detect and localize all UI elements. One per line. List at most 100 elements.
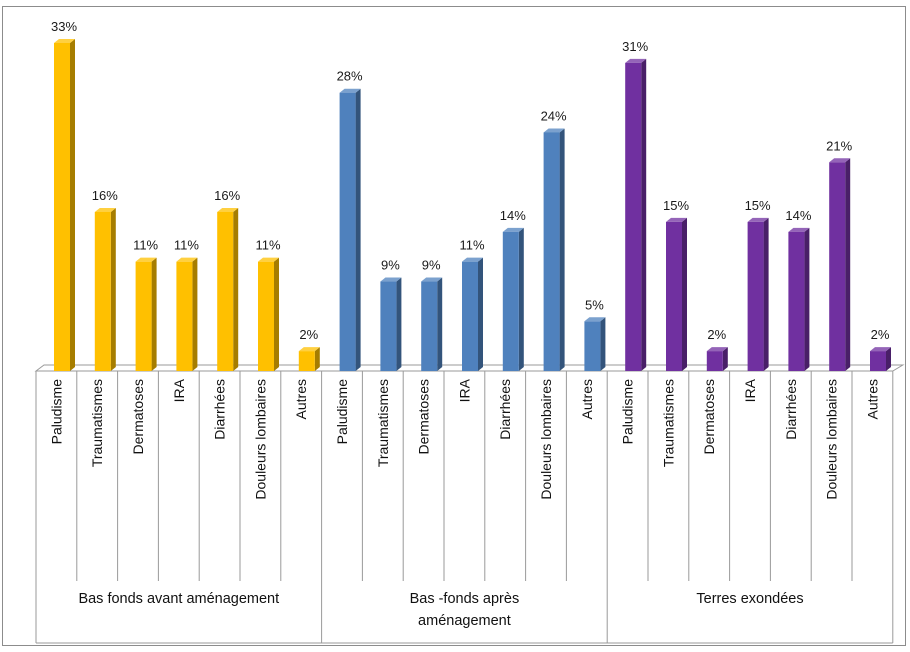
category-tick-label: Traumatismes xyxy=(375,379,391,467)
bar-top xyxy=(829,158,851,163)
data-label: 11% xyxy=(255,238,280,253)
bar-side xyxy=(396,277,402,371)
bar-top xyxy=(543,128,565,133)
bar xyxy=(54,43,70,371)
bar xyxy=(176,261,193,371)
bar xyxy=(747,221,764,371)
category-tick-label: Diarrhées xyxy=(497,379,513,440)
bar xyxy=(706,351,723,371)
bar-top xyxy=(339,88,361,93)
bar xyxy=(543,132,560,371)
category-tick-label: Paludisme xyxy=(334,379,350,445)
data-label: 14% xyxy=(500,208,526,223)
category-tick-label: Traumatismes xyxy=(660,379,676,467)
bar xyxy=(870,351,886,371)
bar xyxy=(584,321,601,371)
bar-chart: Bas fonds avant aménagement 33% Paludisme 1… xyxy=(34,19,905,644)
data-label: 5% xyxy=(585,297,604,312)
data-label: 11% xyxy=(459,238,484,253)
bar-top xyxy=(747,217,769,222)
bar xyxy=(339,92,356,372)
bar-side xyxy=(110,207,116,371)
bar-side xyxy=(886,347,891,371)
category-tick-label: Dermatoses xyxy=(130,379,146,454)
category-tick-label: IRA xyxy=(171,378,187,402)
bar xyxy=(788,231,805,371)
bar-side xyxy=(478,257,483,371)
data-label: 14% xyxy=(785,208,811,223)
bar-side xyxy=(804,227,810,371)
data-label: 16% xyxy=(214,188,240,203)
bar-top xyxy=(135,257,157,262)
data-label: 33% xyxy=(51,19,77,34)
bar-top xyxy=(380,277,402,282)
bar-top xyxy=(421,277,443,282)
category-tick-label: IRA xyxy=(742,378,758,402)
bar-top xyxy=(298,347,320,352)
bar xyxy=(462,261,478,371)
bar-side xyxy=(682,217,687,371)
category-tick-label: Dermatoses xyxy=(701,379,717,454)
data-label: 9% xyxy=(422,258,441,273)
group-label: Terres exondées xyxy=(696,591,803,607)
bar-side xyxy=(518,227,524,371)
bar-top xyxy=(217,207,239,212)
bar-side xyxy=(192,257,198,371)
bar-top xyxy=(94,207,116,212)
bar xyxy=(421,281,438,371)
category-tick-label: Douleurs lombaires xyxy=(824,379,840,500)
data-label: 11% xyxy=(133,238,158,253)
data-label: 28% xyxy=(337,69,363,84)
bar-top xyxy=(666,217,687,222)
group-label: Bas -fonds après aménagement xyxy=(410,591,520,629)
bar-top xyxy=(706,347,728,352)
category-tick-label: Autres xyxy=(864,379,880,419)
bar-top xyxy=(502,227,524,232)
bar-side xyxy=(274,257,279,371)
bar-side xyxy=(70,39,75,371)
category-tick-label: Diarrhées xyxy=(212,379,228,440)
category-tick-label: Autres xyxy=(293,379,309,419)
group-label: Bas fonds avant aménagement xyxy=(78,591,279,607)
bar-side xyxy=(722,347,728,371)
data-label: 2% xyxy=(299,327,318,342)
bar xyxy=(666,221,682,371)
data-label: 31% xyxy=(622,39,648,54)
bar-side xyxy=(641,58,647,372)
category-tick-label: Douleurs lombaires xyxy=(252,379,268,500)
category-tick-label: Douleurs lombaires xyxy=(538,379,554,500)
data-label: 21% xyxy=(826,138,852,153)
category-tick-label: IRA xyxy=(456,378,472,402)
bar-top xyxy=(584,317,606,322)
data-label: 2% xyxy=(707,327,726,342)
data-label: 11% xyxy=(174,238,199,253)
data-label: 24% xyxy=(541,108,567,123)
bar xyxy=(135,261,152,371)
bar xyxy=(217,211,234,371)
data-label: 15% xyxy=(663,198,689,213)
bar-side xyxy=(559,128,565,371)
bar-top xyxy=(788,227,810,232)
bar-side xyxy=(600,317,606,371)
bar-top xyxy=(176,257,198,262)
data-label: 9% xyxy=(381,258,400,273)
category-tick-label: Paludisme xyxy=(620,379,636,445)
bar xyxy=(625,62,642,372)
bar-side xyxy=(845,158,851,371)
bar-side xyxy=(763,217,769,371)
bar-top xyxy=(462,257,483,262)
category-tick-label: Paludisme xyxy=(48,379,64,445)
bar-side xyxy=(437,277,443,371)
chart-frame: Bas fonds avant aménagement 33% Paludisme 1… xyxy=(2,6,906,646)
bar-top xyxy=(870,347,891,352)
category-tick-label: Dermatoses xyxy=(416,379,432,454)
category-tick-label: Autres xyxy=(579,379,595,419)
bar-top xyxy=(54,39,75,43)
bar-side xyxy=(233,207,239,371)
bar xyxy=(380,281,397,371)
bar-side xyxy=(355,88,361,372)
bar-side xyxy=(314,347,320,371)
bar xyxy=(829,162,846,371)
bar-side xyxy=(151,257,157,371)
bar xyxy=(94,211,111,371)
